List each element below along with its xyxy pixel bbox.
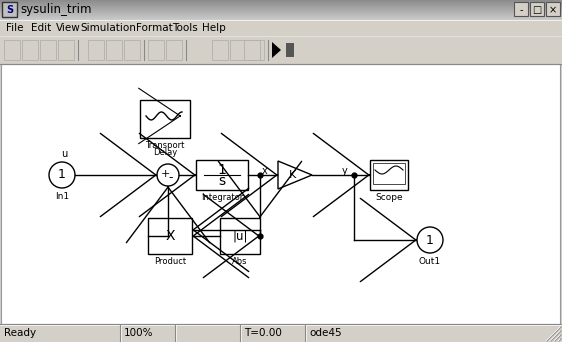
Text: Help: Help <box>202 23 225 33</box>
Bar <box>212 40 228 60</box>
Bar <box>106 40 122 60</box>
Text: Ready: Ready <box>4 328 36 338</box>
Text: Abs: Abs <box>232 257 248 266</box>
Bar <box>140 100 190 138</box>
Bar <box>530 2 544 16</box>
Bar <box>0 324 562 342</box>
Text: ode45: ode45 <box>309 328 342 338</box>
Text: Integrator: Integrator <box>201 193 243 202</box>
Text: K: K <box>288 170 296 180</box>
Bar <box>546 2 560 16</box>
Bar <box>0 36 562 64</box>
Text: ×: × <box>549 5 557 15</box>
Bar <box>124 40 140 60</box>
Bar <box>40 40 56 60</box>
Text: 100%: 100% <box>124 328 153 338</box>
Bar <box>88 40 104 60</box>
Text: sysulin_trim: sysulin_trim <box>20 3 92 16</box>
Text: Product: Product <box>154 257 186 266</box>
Bar <box>0 20 562 36</box>
Text: Format: Format <box>137 23 173 33</box>
Text: y: y <box>342 166 348 176</box>
Text: x: x <box>262 166 268 176</box>
Bar <box>1 64 560 324</box>
Text: |u|: |u| <box>232 229 248 242</box>
Text: X: X <box>165 229 175 243</box>
Text: Out1: Out1 <box>419 257 441 266</box>
Text: Edit: Edit <box>31 23 51 33</box>
Bar <box>373 163 405 184</box>
Text: □: □ <box>532 5 542 15</box>
Bar <box>0 0 562 20</box>
Text: Delay: Delay <box>153 148 177 157</box>
Bar <box>2 2 17 17</box>
Text: -: - <box>169 171 173 184</box>
Text: 1: 1 <box>217 163 226 177</box>
Bar <box>230 40 246 60</box>
Bar <box>196 160 248 190</box>
Text: View: View <box>56 23 80 33</box>
Bar <box>244 40 260 60</box>
Bar <box>148 40 164 60</box>
Text: Scope: Scope <box>375 193 403 202</box>
Bar <box>148 218 192 254</box>
Text: T=0.00: T=0.00 <box>244 328 282 338</box>
Bar <box>220 218 260 254</box>
Text: 1: 1 <box>426 234 434 247</box>
Text: +: + <box>160 169 170 179</box>
Bar <box>248 40 264 60</box>
Bar <box>166 40 182 60</box>
Text: -: - <box>519 5 523 15</box>
Text: In1: In1 <box>55 192 69 201</box>
Text: s: s <box>219 174 225 188</box>
Text: S: S <box>6 5 13 15</box>
Bar <box>22 40 38 60</box>
Circle shape <box>417 227 443 253</box>
Text: u: u <box>61 149 67 159</box>
Bar <box>58 40 74 60</box>
Text: Simulation: Simulation <box>80 23 136 33</box>
Circle shape <box>157 164 179 186</box>
Bar <box>286 43 294 57</box>
Text: Transport: Transport <box>146 141 185 150</box>
Text: File: File <box>6 23 24 33</box>
Bar <box>4 40 20 60</box>
Text: Tools: Tools <box>171 23 197 33</box>
Bar <box>370 160 408 190</box>
Bar <box>514 2 528 16</box>
Polygon shape <box>278 161 312 189</box>
Text: 1: 1 <box>58 169 66 182</box>
Polygon shape <box>272 42 281 58</box>
Circle shape <box>49 162 75 188</box>
